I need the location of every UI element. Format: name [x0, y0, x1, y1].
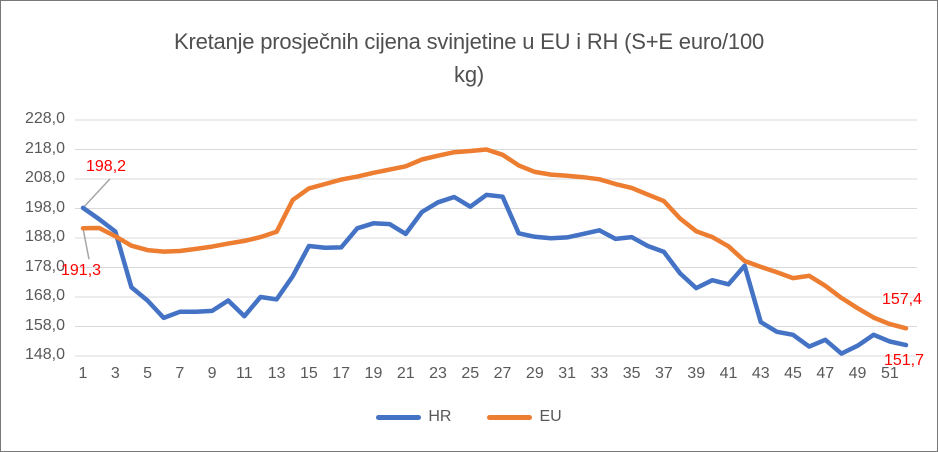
chart-title-line2: kg) — [454, 62, 484, 87]
x-tick-label: 31 — [558, 365, 576, 382]
x-tick-label: 43 — [751, 365, 770, 382]
y-tick-label: 198,0 — [24, 198, 65, 216]
x-tick-label: 33 — [590, 365, 609, 382]
legend-line-swatch-hr — [376, 414, 422, 420]
x-tick-label: 17 — [332, 365, 351, 382]
legend: HR EU — [1, 408, 937, 426]
point-data-label: 157,4 — [881, 291, 923, 309]
legend-line-swatch-eu — [487, 414, 533, 420]
y-tick-label: 178,0 — [24, 257, 65, 275]
x-tick-label: 5 — [143, 365, 152, 382]
annotation-leader-line — [82, 228, 90, 260]
y-tick-label: 148,0 — [24, 346, 65, 363]
x-tick-label: 7 — [175, 365, 185, 382]
y-tick-label: 228,0 — [24, 110, 65, 127]
x-tick-label: 41 — [719, 365, 738, 382]
x-tick-label: 51 — [880, 365, 899, 382]
x-tick-label: 47 — [816, 365, 835, 382]
legend-item-eu: EU — [487, 408, 562, 426]
y-tick-label: 208,0 — [24, 169, 65, 186]
chart-title: Kretanje prosječnih cijena svinjetine u … — [1, 25, 937, 91]
annotation-leader-line — [82, 178, 111, 209]
x-tick-label: 49 — [848, 365, 867, 382]
x-tick-label: 21 — [396, 365, 415, 382]
x-tick-label: 13 — [267, 365, 286, 382]
x-tick-label: 39 — [687, 365, 706, 382]
chart-title-line1: Kretanje prosječnih cijena svinjetine u … — [173, 29, 765, 54]
x-tick-label: 25 — [461, 365, 480, 382]
hr-series-line — [80, 192, 909, 356]
x-tick-label: 37 — [655, 365, 673, 382]
x-tick-label: 35 — [622, 365, 641, 382]
y-tick-label: 168,0 — [24, 287, 65, 304]
x-tick-label: 11 — [236, 365, 253, 382]
x-tick-label: 19 — [364, 365, 383, 382]
x-tick-label: 1 — [78, 365, 88, 382]
point-data-label: 191,3 — [61, 262, 102, 280]
x-tick-label: 15 — [300, 365, 318, 382]
legend-label: HR — [428, 408, 452, 425]
y-tick-label: 218,0 — [24, 139, 65, 157]
x-tick-label: 3 — [110, 365, 120, 382]
y-tick-label: 188,0 — [24, 228, 65, 245]
legend-item-hr: HR — [376, 408, 451, 426]
x-tick-label: 29 — [525, 365, 544, 382]
x-tick-label: 9 — [207, 365, 217, 382]
point-data-label: 151,7 — [883, 352, 925, 370]
y-tick-label: 158,0 — [24, 316, 65, 334]
x-tick-label: 23 — [429, 365, 447, 382]
point-data-label: 198,2 — [86, 157, 127, 175]
eu-series-line — [80, 147, 909, 331]
x-tick-label: 45 — [784, 365, 802, 382]
legend-label: EU — [539, 408, 562, 425]
x-tick-label: 27 — [493, 365, 512, 382]
